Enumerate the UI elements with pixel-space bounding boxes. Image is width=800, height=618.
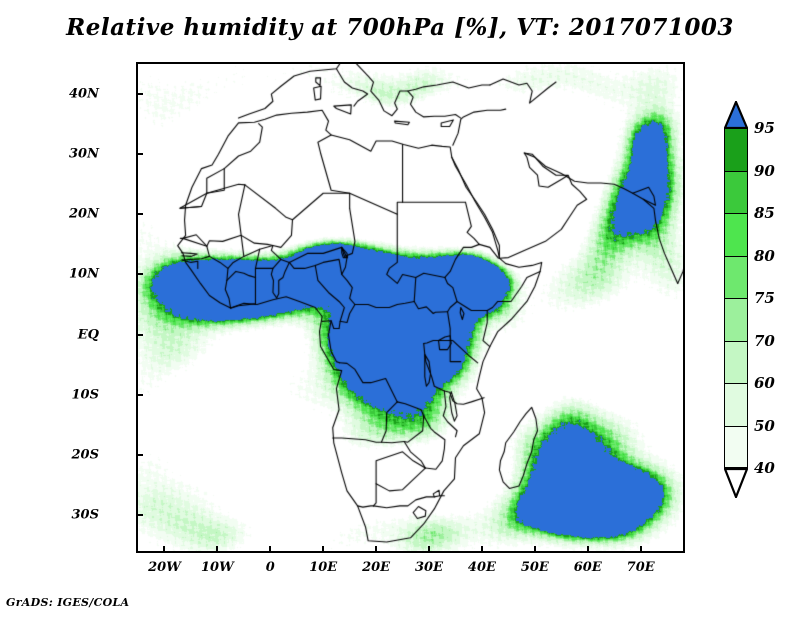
y-axis-tick-mark: [137, 513, 143, 516]
colorbar-tick-label: 40: [754, 459, 775, 477]
x-axis-tick-mark: [480, 546, 483, 552]
x-axis-tick-label: 60E: [573, 560, 602, 575]
colorbar-band: [724, 425, 748, 468]
colorbar-band: [724, 213, 748, 256]
x-axis-tick-mark: [586, 546, 589, 552]
colorbar-tick-label: 60: [754, 374, 775, 392]
x-axis-tick-label: 10W: [201, 560, 234, 575]
y-axis-tick-mark: [137, 213, 143, 216]
colorbar-tick-label: 50: [754, 416, 775, 435]
colorbar-legend: 95 90 85 80 75 70 60 50 40: [723, 99, 775, 501]
colorbar-band: [724, 340, 748, 383]
colorbar-over-arrow-outline: [723, 99, 749, 130]
x-axis-tick-label: 20E: [362, 560, 391, 575]
y-axis-tick-label: EQ: [77, 327, 99, 343]
x-axis-tick-mark: [216, 546, 219, 552]
x-axis-tick-mark: [533, 546, 536, 552]
x-axis-tick-label: 70E: [626, 560, 655, 575]
coastline-overlay-canvas: [138, 64, 683, 551]
map-plot-area: [136, 62, 685, 553]
x-axis-tick-label: 0: [265, 560, 275, 575]
x-axis-tick-label: 50E: [520, 560, 549, 575]
colorbar-under-arrow: [723, 467, 749, 501]
x-axis-tick-label: 40E: [467, 560, 496, 575]
x-axis-tick-label: 20W: [148, 560, 181, 575]
colorbar-tick-label: 70: [754, 331, 775, 350]
y-axis-tick-mark: [137, 393, 143, 396]
y-axis-tick-mark: [137, 93, 143, 96]
x-axis-tick-mark: [322, 546, 325, 552]
colorbar-band: [724, 128, 748, 171]
credit-label: GrADS: IGES/COLA: [6, 596, 130, 609]
colorbar-tick-label: 85: [754, 204, 775, 222]
colorbar-tick-label: 90: [754, 161, 775, 180]
x-axis-tick-label: 10E: [309, 560, 338, 575]
y-axis-tick-mark: [137, 273, 143, 276]
colorbar-band: [724, 298, 748, 341]
colorbar-band: [724, 170, 748, 213]
colorbar-band: [724, 383, 748, 426]
y-axis-tick-label: 30N: [69, 146, 99, 162]
y-axis-tick-label: 20S: [71, 447, 99, 463]
x-axis-tick-mark: [269, 546, 272, 552]
x-axis-tick-label: 30E: [415, 560, 444, 575]
x-axis-tick-mark: [163, 546, 166, 552]
page-title: Relative humidity at 700hPa [%], VT: 201…: [66, 14, 734, 41]
colorbar-tick-label: 95: [754, 119, 775, 137]
x-axis-tick-mark: [639, 546, 642, 552]
y-axis-tick-label: 30S: [71, 507, 99, 523]
x-axis-tick-mark: [375, 546, 378, 552]
y-axis-tick-label: 20N: [69, 206, 99, 222]
y-axis-tick-label: 40N: [69, 86, 99, 102]
colorbar-tick-label: 75: [754, 289, 775, 307]
y-axis-tick-mark: [137, 333, 143, 336]
y-axis-tick-label: 10N: [69, 266, 99, 282]
y-axis-tick-mark: [137, 453, 143, 456]
colorbar-band: [724, 255, 748, 298]
colorbar-tick-label: 80: [754, 246, 775, 265]
y-axis-tick-label: 10S: [71, 387, 99, 403]
x-axis-tick-mark: [428, 546, 431, 552]
y-axis-tick-mark: [137, 153, 143, 156]
